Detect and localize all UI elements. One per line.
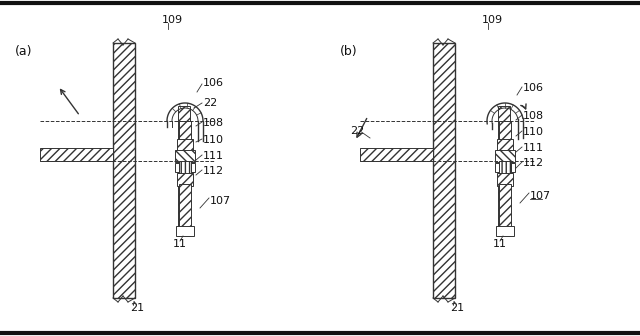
Bar [433,43,455,298]
Bar [499,184,511,228]
Text: 107: 107 [530,191,551,201]
Text: 109: 109 [482,15,503,25]
Text: 21: 21 [450,303,464,313]
Bar [495,163,499,172]
Bar [113,43,135,298]
Bar [177,173,193,186]
Bar [511,163,515,172]
Text: 106: 106 [203,78,224,88]
Text: 112: 112 [203,166,224,176]
Text: 21: 21 [130,303,144,313]
Bar [499,161,511,174]
Bar [360,148,433,161]
Bar [496,226,514,236]
Text: 108: 108 [203,118,224,128]
Bar [177,139,193,151]
Bar [498,106,510,236]
Text: (b): (b) [340,44,358,57]
Bar [175,163,179,172]
Bar [175,150,195,162]
Text: 111: 111 [203,151,224,161]
Text: 11: 11 [173,239,187,249]
Bar [179,184,191,228]
Bar [40,148,113,161]
Text: (a): (a) [15,44,33,57]
Bar [191,163,195,172]
Bar [179,161,191,174]
Text: 111: 111 [523,143,544,153]
Text: 11: 11 [493,239,507,249]
Text: 110: 110 [203,135,224,145]
Bar [497,139,513,151]
Text: 108: 108 [523,111,544,121]
Bar [495,150,515,162]
Text: 109: 109 [162,15,183,25]
Bar [176,226,194,236]
Text: 22: 22 [203,98,217,108]
Text: 110: 110 [523,127,544,137]
Text: 106: 106 [523,83,544,93]
Bar [499,121,511,141]
Text: 112: 112 [523,158,544,168]
Text: 22: 22 [350,126,364,136]
Text: 107: 107 [210,196,231,206]
Bar [179,121,191,141]
Bar [497,173,513,186]
Bar [178,106,190,236]
